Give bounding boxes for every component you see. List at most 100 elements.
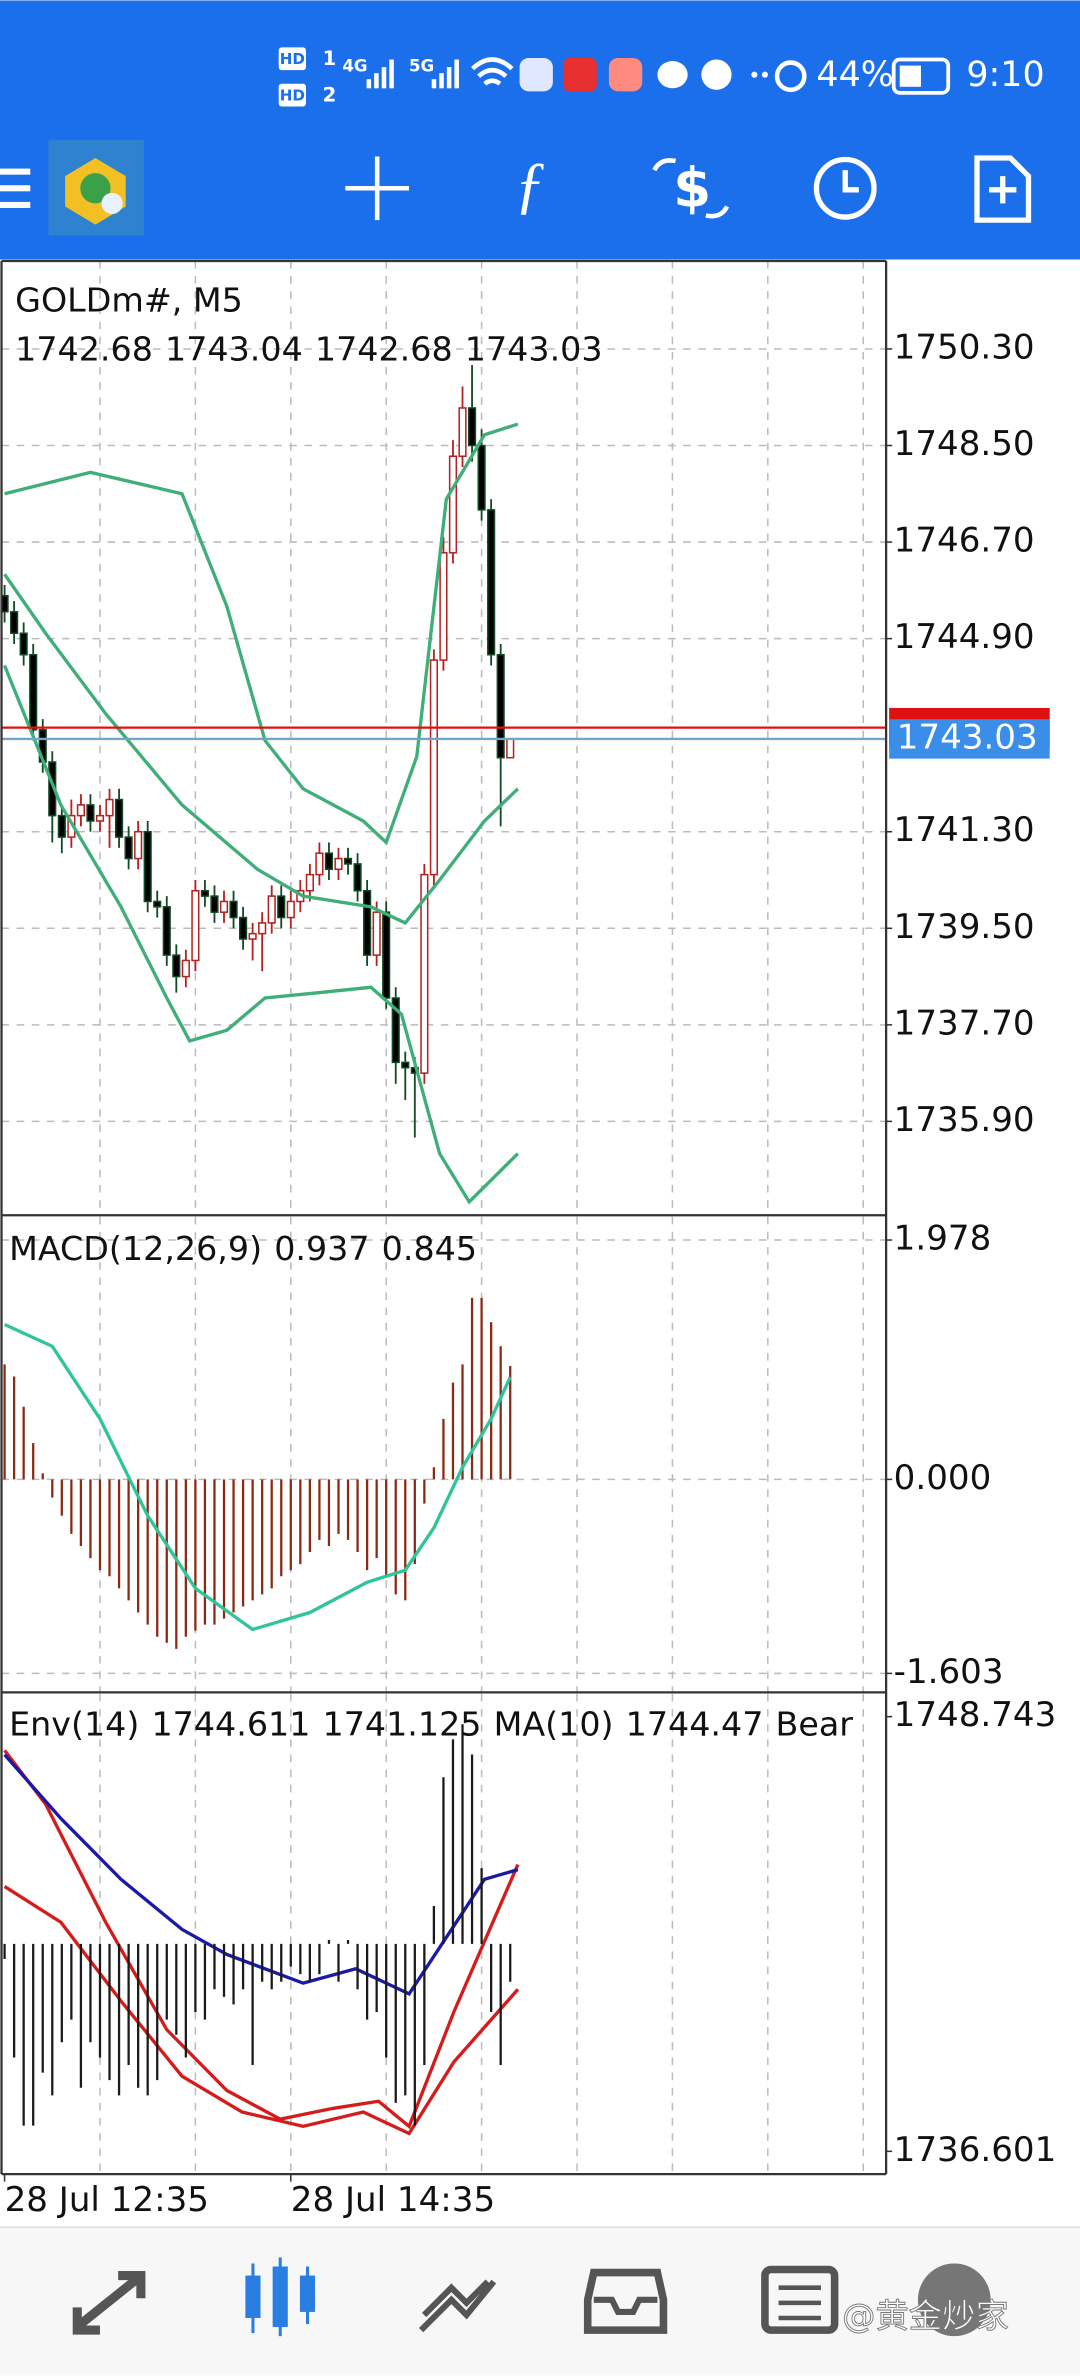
y-tick-label: 1741.30	[894, 810, 1035, 850]
candle-body	[29, 653, 38, 731]
candle-body	[324, 852, 334, 871]
candle-body	[334, 857, 343, 871]
candle-body	[105, 798, 114, 817]
candle-body	[286, 900, 295, 919]
candle-body	[439, 552, 448, 661]
candle-body	[191, 889, 200, 962]
indicator-line	[3, 1753, 519, 1996]
news-tab[interactable]	[761, 2265, 839, 2334]
timeframe-button[interactable]	[813, 156, 877, 220]
y-tick-label: 1744.90	[894, 617, 1035, 657]
macd-header: MACD(12,26,9) 0.937 0.845	[9, 1229, 477, 1268]
candle-body	[114, 798, 124, 838]
ohlc-line: 1742.68 1743.04 1742.68 1743.03	[15, 329, 602, 368]
watermark: @黄金炒家	[842, 2296, 1009, 2335]
app-icon	[519, 58, 553, 92]
candle-body	[372, 911, 381, 956]
candle-body	[487, 509, 496, 656]
candle-body	[258, 922, 267, 935]
app-bar	[0, 0, 1080, 260]
candle-body	[162, 906, 171, 956]
candle-body	[134, 830, 143, 860]
indicator-title: MACD(12,26,9)	[9, 1229, 262, 1268]
alarm-icon	[774, 60, 807, 93]
indicator-value: 0.845	[382, 1229, 477, 1268]
x-tick-label: 28 Jul 12:35	[5, 2180, 209, 2220]
indicator-line	[3, 1749, 520, 2130]
y-tick-label: 1737.70	[894, 1003, 1035, 1043]
candle-body	[200, 889, 210, 897]
battery-icon	[891, 57, 951, 95]
indicator-line	[4, 422, 519, 846]
indicator-line	[3, 664, 520, 1205]
candle-body	[76, 804, 85, 817]
x-tick-label: 28 Jul 14:35	[291, 2180, 495, 2220]
hd-label: HD	[280, 50, 305, 68]
candle-body	[172, 954, 181, 978]
indicator-value: 1744.47	[626, 1704, 764, 1743]
signal-icon	[431, 59, 459, 89]
dot	[761, 71, 768, 78]
candle-body	[477, 444, 486, 511]
candle-body	[181, 959, 190, 978]
candle-body	[401, 1061, 410, 1069]
indicator-title: Env(14)	[9, 1704, 139, 1743]
pane-borders	[0, 259, 888, 2176]
candle-body	[248, 932, 257, 940]
candle-body	[267, 895, 276, 924]
ohlc-value: 1742.68	[15, 329, 153, 368]
history-tab[interactable]	[583, 2268, 668, 2334]
y-tick-label: 1739.50	[894, 907, 1035, 947]
dot	[751, 71, 758, 78]
y-tick-label: 1748.743	[894, 1695, 1057, 1735]
bottom-nav	[0, 2227, 1080, 2376]
pane: 1.978 0.000 -1.603	[1, 1216, 1004, 1693]
symbol-title: GOLDm#, M5	[15, 280, 243, 319]
indicator-name: MA(10)	[494, 1704, 614, 1743]
indicator-value: 1741.125	[323, 1704, 482, 1743]
indicator-line	[3, 573, 520, 925]
candle-body	[353, 863, 362, 892]
toolbar: ƒ $	[0, 139, 1032, 236]
candle-body	[239, 916, 248, 940]
candle-body	[277, 895, 286, 919]
indicator-name: Bear	[776, 1704, 854, 1743]
candle-body	[343, 857, 353, 865]
candle-body	[210, 895, 219, 913]
template-button[interactable]	[974, 155, 1032, 223]
y-tick-label: -1.603	[894, 1652, 1004, 1692]
app-icon	[608, 58, 643, 92]
candle-body	[448, 455, 458, 554]
clock: 9:10	[966, 55, 1044, 95]
indicator-line	[3, 1322, 512, 1632]
candle-body	[506, 738, 515, 759]
candle-body	[363, 889, 372, 956]
candle-body	[467, 407, 477, 447]
settings-tab[interactable]	[917, 2263, 991, 2337]
crosshair-button[interactable]	[345, 156, 409, 221]
hd-badge	[278, 83, 306, 107]
pane: 1750.30 1748.50 1746.70 1744.90 1741.30 1739.…	[0, 260, 1050, 1216]
chart-area: 1750.30 1748.50 1746.70 1744.90 1741.30 1739.…	[0, 260, 1057, 2220]
menu-button[interactable]	[0, 168, 31, 208]
app-icon	[563, 58, 597, 92]
quotes-tab[interactable]	[72, 2271, 146, 2335]
candle-body	[19, 632, 28, 656]
indicator-value: 1744.611	[151, 1704, 310, 1743]
ohlc-value: 1743.03	[465, 329, 603, 368]
y-tick-label: 0.000	[894, 1458, 992, 1498]
ohlc-value: 1742.68	[315, 329, 453, 368]
y-tick-label: 1736.601	[894, 2130, 1057, 2170]
message-icon	[657, 61, 688, 89]
trade-tab[interactable]	[418, 2279, 497, 2333]
y-tick-label: 1735.90	[894, 1100, 1035, 1140]
y-tick-label: 1.978	[894, 1219, 992, 1259]
app-logo[interactable]	[48, 139, 144, 236]
trade-button[interactable]: $	[652, 155, 730, 219]
candle-body	[315, 852, 324, 876]
chart-tab[interactable]	[245, 2257, 316, 2337]
network-label: 5G	[409, 57, 434, 76]
candle-body	[57, 814, 66, 838]
indicators-button[interactable]: ƒ	[514, 149, 546, 220]
signal-icon	[366, 59, 394, 89]
